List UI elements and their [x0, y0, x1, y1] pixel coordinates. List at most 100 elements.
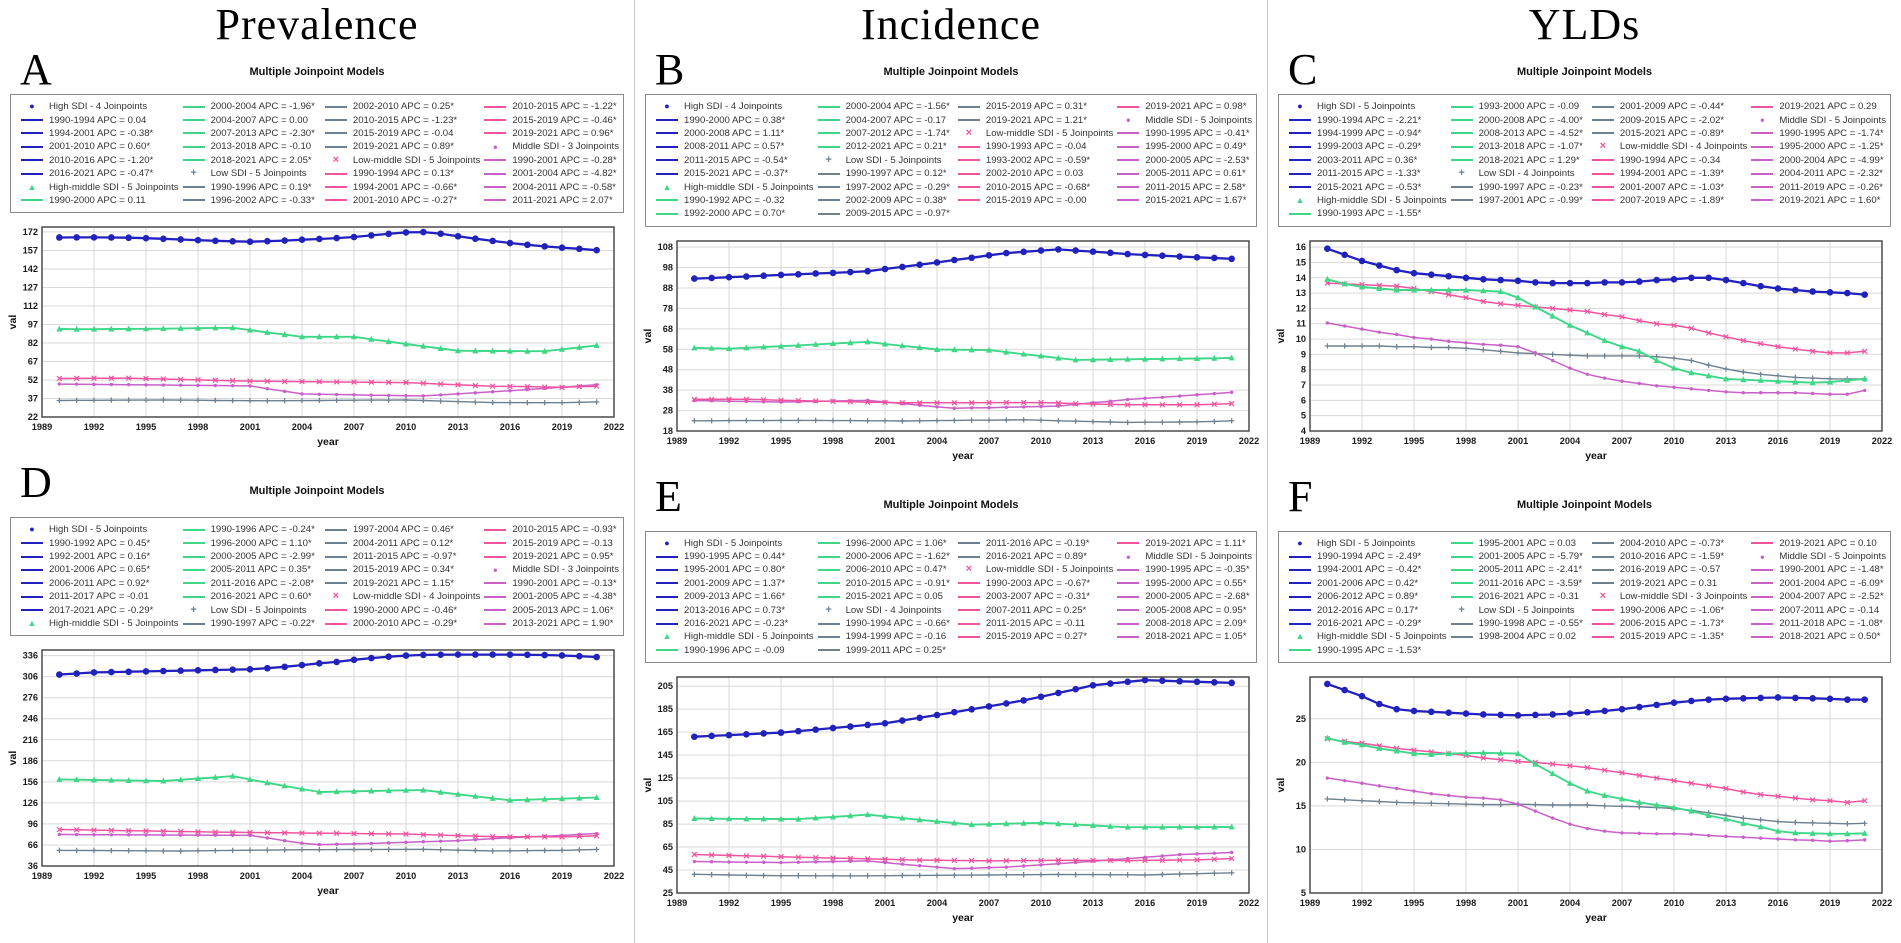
legend-apc-entry: 2019-2021 APC = 1.60*: [1749, 194, 1886, 207]
plot-border: [41, 226, 615, 418]
data-point-marker: [985, 251, 993, 259]
legend-entry-label: 2005-2011 APC = 0.61*: [1145, 168, 1246, 180]
legend-entry-label: 2011-2016 APC = -3.59*: [1478, 577, 1583, 589]
data-point-marker: [1376, 700, 1383, 708]
y-tick-label: 65: [663, 842, 673, 852]
line-swatch-icon: [482, 555, 508, 558]
data-point-marker: [1211, 254, 1218, 261]
legend-entry-label: 2018-2021 APC = 0.50*: [1779, 631, 1881, 643]
legend-entry-label: 2015-2019 APC = 0.34*: [352, 564, 454, 576]
legend-entry-label: 2013-2018 APC = -1.07*: [1478, 141, 1583, 153]
legend-entry-label: 2011-2016 APC = -2.08*: [210, 577, 315, 589]
data-point-marker: [1143, 396, 1147, 400]
legend-series-header: ▲ High-middle SDI - 5 Joinpoints: [654, 180, 814, 193]
data-point-marker: [1740, 819, 1747, 826]
data-point-marker: [1037, 693, 1045, 701]
legend-entry-label: Middle SDI - 3 Joinpoints: [512, 141, 619, 153]
panel-head-F: F Multiple Joinpoint Models: [1268, 465, 1901, 529]
data-point-marker: [385, 397, 392, 403]
legend-entry-label: High SDI - 5 Joinpoints: [1317, 537, 1416, 549]
plus-marker-icon: +: [1458, 167, 1465, 180]
data-point-marker: [524, 796, 531, 803]
legend-entry-label: 2016-2021 APC = -0.31: [1478, 591, 1580, 603]
line-swatch-icon: [323, 145, 349, 148]
x-tick-label: 2016: [500, 871, 520, 881]
triangle-marker-icon: ▲: [27, 181, 37, 192]
legend-apc-entry: 1990-2000 APC = -0.46*: [323, 603, 480, 616]
legend-series-header: × Low-middle SDI - 5 Joinpoints: [956, 127, 1114, 140]
data-point-marker: [437, 789, 444, 795]
data-point-marker: [1792, 819, 1799, 826]
data-point-marker: [831, 859, 835, 864]
legend-entry-label: Low-middle SDI - 5 Joinpoints: [985, 127, 1114, 139]
legend-entry-label: 2007-2019 APC = -1.89*: [1619, 194, 1725, 206]
data-point-marker: [1724, 834, 1728, 839]
legend-entry-label: 1990-1992 APC = 0.45*: [49, 537, 151, 549]
legend-apc-entry: 2005-2011 APC = 0.35*: [181, 563, 321, 576]
panel-subtitle: Multiple Joinpoint Models: [1516, 66, 1653, 78]
data-point-marker: [229, 847, 236, 854]
data-point-marker: [1532, 278, 1539, 286]
data-point-marker: [1497, 801, 1504, 808]
legend-apc-entry: 1990-1995 APC = -1.74*: [1749, 127, 1886, 140]
y-tick-label: 142: [23, 264, 38, 274]
legend-box-F: ● High SDI - 5 Joinpoints 1990-1994 APC = …: [1278, 530, 1891, 664]
data-point-marker: [73, 827, 80, 833]
data-point-marker: [524, 834, 531, 840]
legend-apc-entry: 2016-2021 APC = -0.29*: [1287, 617, 1447, 630]
legend-apc-entry: 2000-2010 APC = -0.29*: [323, 617, 480, 630]
legend-entry-label: 1997-2001 APC = -0.99*: [1478, 194, 1583, 206]
data-point-marker: [1515, 302, 1521, 308]
data-point-marker: [56, 375, 63, 382]
legend-entry-label: 1990-2000 APC = 0.38*: [684, 114, 786, 126]
series-low_middle-line: [1327, 281, 1865, 354]
x-tick-label: 2007: [1612, 436, 1632, 446]
data-point-marker: [1670, 275, 1678, 283]
data-point-marker: [1584, 764, 1591, 771]
legend-apc-entry: 2012-2016 APC = 0.17*: [1287, 603, 1447, 616]
x-tick-label: 2010: [1031, 898, 1051, 908]
series-low_middle-markers: [691, 851, 1235, 864]
legend-apc-entry: 2016-2021 APC = 0.60*: [181, 590, 321, 603]
legend-column-4: 2019-2021 APC = 1.11* • Middle SDI - 5 Joi…: [1115, 537, 1252, 658]
data-point-marker: [1360, 326, 1364, 331]
legend-entry-label: 2019-2021 APC = 1.15*: [352, 577, 454, 589]
y-tick-label: 58: [663, 344, 673, 354]
data-point-marker: [298, 662, 306, 669]
line-swatch-icon: [816, 186, 842, 189]
legend-box-C: ● High SDI - 5 Joinpoints 1990-1994 APC = …: [1278, 94, 1891, 227]
legend-column-3: 1997-2004 APC = 0.46* 2004-2011 APC = 0.1…: [323, 523, 480, 630]
legend-apc-entry: 2016-2021 APC = 0.89*: [956, 550, 1113, 563]
data-point-marker: [725, 731, 733, 739]
data-point-marker: [282, 839, 287, 843]
legend-entry-label: 2004-2011 APC = -2.32*: [1779, 168, 1883, 180]
line-swatch-icon: [816, 105, 842, 108]
data-point-marker: [691, 733, 698, 741]
data-point-marker: [1724, 389, 1728, 394]
legend-entry-label: 1990-1994 APC = -2.49*: [1317, 551, 1422, 563]
data-point-marker: [1636, 799, 1643, 805]
data-point-marker: [1159, 401, 1166, 408]
y-tick-label: 15: [1296, 801, 1306, 811]
data-point-marker: [847, 268, 854, 275]
data-point-marker: [508, 389, 512, 393]
data-point-marker: [541, 651, 548, 659]
data-point-marker: [760, 396, 767, 403]
y-tick-label: 97: [28, 320, 38, 330]
data-point-marker: [934, 417, 940, 423]
legend-apc-entry: 2006-2011 APC = 0.92*: [19, 577, 179, 590]
y-tick-label: 6: [1301, 395, 1306, 405]
legend-entry-label: 2001-2004 APC = -6.09*: [1779, 577, 1884, 589]
data-point-marker: [1228, 400, 1235, 406]
y-tick-label: 108: [658, 242, 673, 252]
data-point-marker: [455, 399, 461, 405]
data-point-marker: [1039, 863, 1043, 867]
line-swatch-icon: [19, 119, 45, 122]
y-tick-label: 185: [658, 704, 673, 714]
line-swatch-icon: [816, 635, 842, 638]
data-point-marker: [56, 776, 63, 783]
x-tick-label: 2001: [1508, 898, 1528, 908]
x-tick-label: 2010: [396, 422, 416, 432]
data-point-marker: [1567, 802, 1573, 808]
